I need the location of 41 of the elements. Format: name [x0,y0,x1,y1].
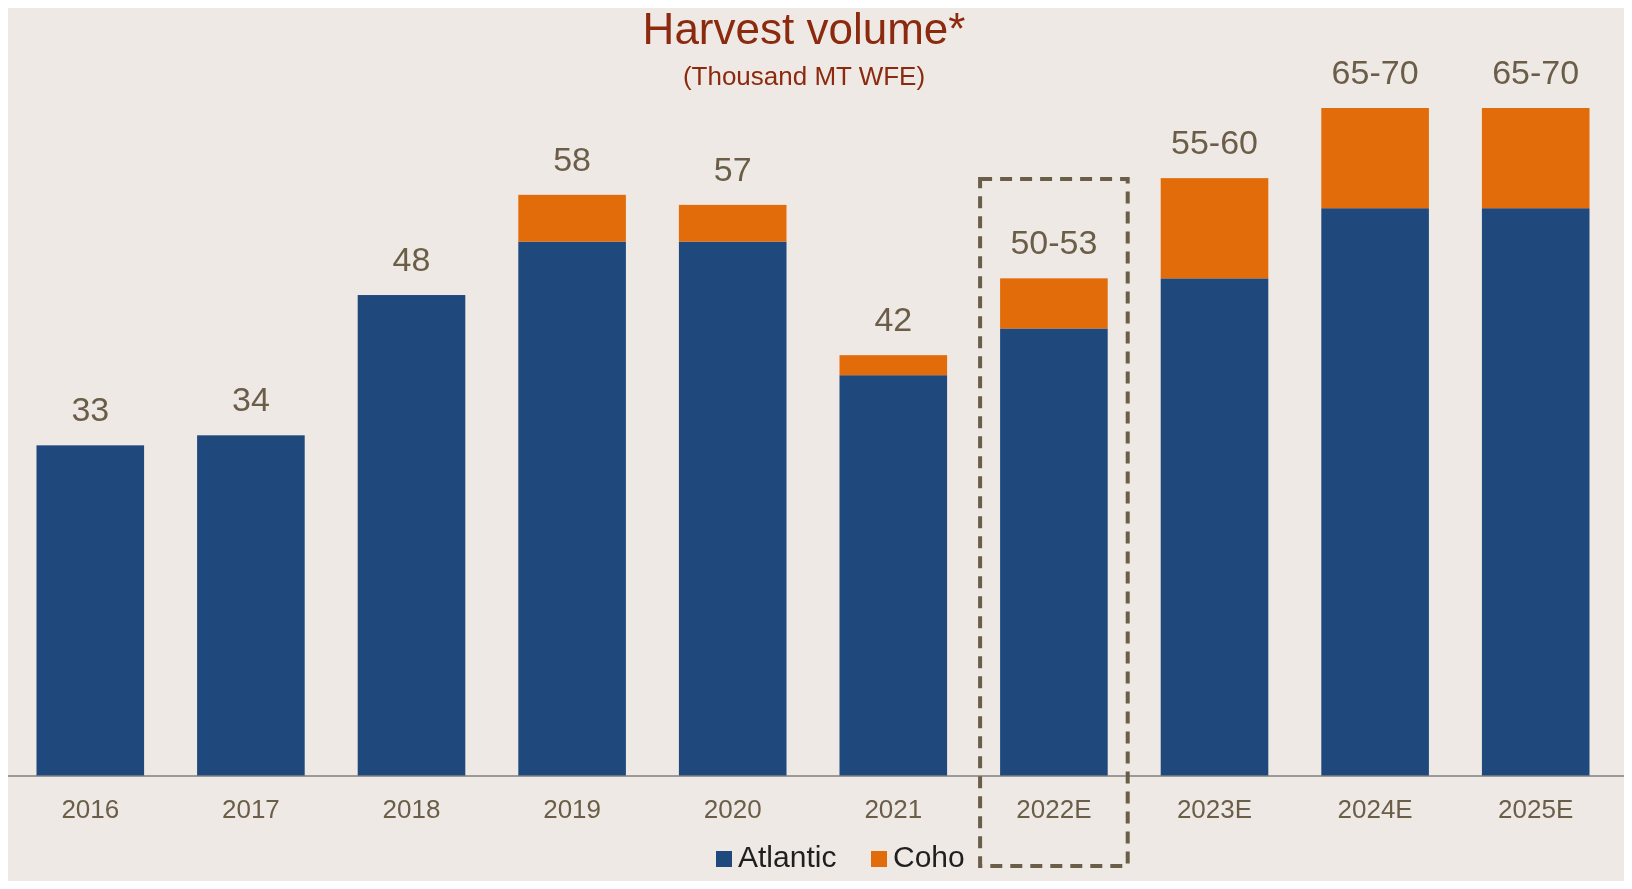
annotation: 48 [392,240,431,279]
bar [678,204,787,242]
bar [518,241,626,776]
legend-label: Atlantic [738,840,837,873]
bar [1481,208,1590,776]
bar [839,355,948,376]
legend-label: Coho [893,840,965,873]
bar [1000,328,1108,776]
chart-title: Harvest volume* [642,4,966,53]
x-tick-label: 2021 [864,794,923,824]
bar [1321,208,1429,776]
bar [197,435,305,776]
bar [1481,108,1590,209]
bar [839,375,948,776]
bar [357,295,466,776]
bar [1321,108,1429,209]
x-tick-label: 2022E [1016,794,1092,824]
x-tick-label: 2024E [1337,794,1413,824]
x-tick-label: 2016 [61,794,120,824]
annotation: 34 [231,380,270,419]
bar [1000,278,1108,329]
x-tick-label: 2017 [221,794,280,824]
annotation: 58 [553,139,592,178]
bar [518,194,626,242]
annotation: 57 [713,149,752,188]
x-tick-label: 2020 [703,794,762,824]
annotation: 65-70 [1492,53,1580,91]
chart-subtitle: (Thousand MT WFE) [682,61,926,91]
annotation: 50-53 [1010,223,1098,262]
x-tick-label: 2018 [382,794,441,824]
x-tick-label: 2019 [543,794,602,824]
x-tick-label: 2025E [1498,794,1574,824]
annotation: 42 [874,300,913,339]
bar [678,241,787,776]
x-tick-label: 2023E [1176,794,1253,824]
bar [1160,178,1269,279]
annotation: 55-60 [1171,123,1258,162]
bar [36,445,145,776]
annotation: 33 [71,390,110,429]
bar [1160,278,1269,776]
annotation: 65-70 [1331,53,1419,91]
